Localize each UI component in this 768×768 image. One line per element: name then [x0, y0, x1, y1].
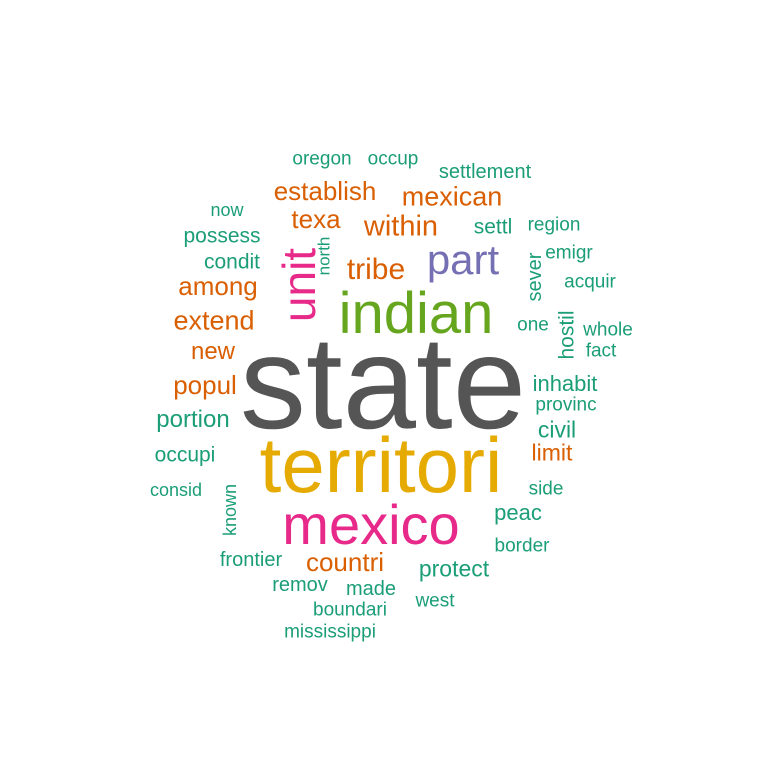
word-possess: possess [183, 224, 261, 248]
word-civil: civil [537, 416, 577, 443]
word-portion: portion [156, 406, 230, 433]
word-limit: limit [531, 439, 573, 466]
word-west: west [415, 590, 455, 612]
word-tribe: tribe [346, 253, 406, 286]
word-settl: settl [473, 215, 513, 239]
word-occup: occup [367, 148, 419, 170]
word-region: region [527, 214, 581, 236]
word-state: state [239, 309, 527, 456]
word-side: side [528, 478, 564, 500]
word-oregon: oregon [292, 148, 352, 170]
word-emigr: emigr [545, 242, 593, 264]
word-north: north [314, 236, 334, 276]
word-indian: indian [338, 281, 494, 346]
word-protect: protect [418, 555, 490, 582]
word-known: known [220, 483, 240, 537]
word-whole: whole [583, 319, 633, 341]
word-peac: peac [494, 500, 542, 525]
word-texa: texa [291, 204, 341, 234]
word-settlement: settlement [438, 161, 532, 183]
word-inhabit: inhabit [532, 371, 598, 396]
word-mexican: mexican [401, 181, 503, 212]
word-occupi: occupi [154, 443, 216, 467]
word-consid: consid [149, 480, 203, 500]
word-hostil: hostil [555, 310, 579, 360]
word-establish: establish [273, 176, 377, 206]
word-sever: sever [524, 252, 546, 302]
word-territori: territori [259, 421, 503, 509]
word-remov: remov [272, 574, 328, 596]
word-made: made [345, 578, 397, 600]
word-fact: fact [585, 340, 617, 362]
word-condit: condit [203, 250, 261, 274]
word-among: among [178, 271, 258, 301]
word-mississippi: mississippi [284, 621, 376, 643]
word-one: one [517, 314, 549, 336]
word-border: border [494, 535, 550, 557]
word-within: within [363, 210, 439, 243]
word-new: new [190, 338, 236, 365]
word-frontier: frontier [219, 549, 283, 571]
word-popul: popul [173, 370, 237, 400]
word-countri: countri [305, 547, 385, 577]
word-extend: extend [173, 305, 255, 336]
word-acquir: acquir [564, 271, 616, 293]
word-provinc: provinc [535, 394, 597, 416]
word-now: now [210, 200, 244, 220]
word-boundari: boundari [313, 599, 387, 621]
word-part: part [426, 236, 500, 283]
word-mexico: mexico [282, 493, 460, 556]
